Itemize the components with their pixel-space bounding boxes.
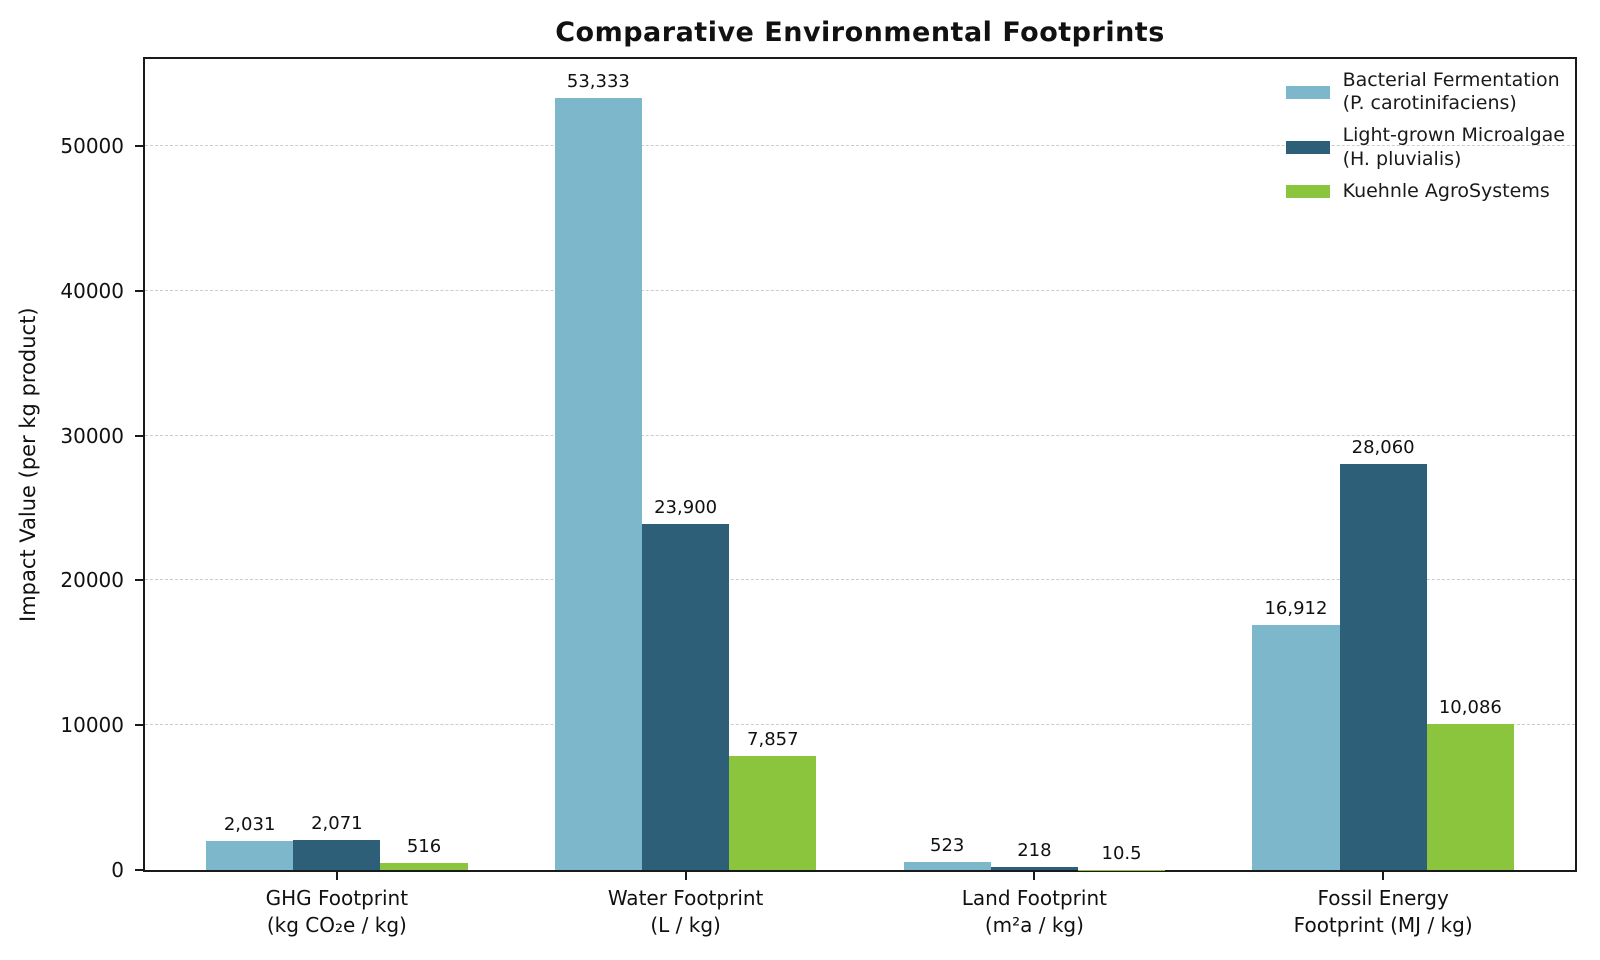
bar-value-label: 16,912: [1264, 598, 1328, 620]
x-tick-label-line: (L / kg): [650, 913, 721, 937]
y-tick-label: 20000: [60, 568, 124, 593]
legend: Bacterial Fermentation (P. carotinifacie…: [1285, 69, 1565, 203]
x-tick-label-line: Footprint (MJ / kg): [1293, 913, 1473, 937]
x-tick-label-line: Land Footprint: [961, 886, 1107, 910]
bar-value-label: 23,900: [654, 496, 718, 518]
y-tick-mark: [135, 869, 143, 871]
bar-value-label: 523: [930, 835, 965, 857]
bar-value-label: 28,060: [1351, 436, 1415, 458]
gridline: [145, 724, 1575, 726]
y-tick-label: 0: [111, 858, 124, 882]
bar-value-label: 516: [406, 835, 442, 857]
y-tick-label: 30000: [60, 423, 124, 448]
bar-value-label: 218: [1017, 839, 1052, 861]
x-tick-label-line: (m²a / kg): [984, 913, 1084, 937]
bar: [1339, 463, 1427, 870]
bar: [293, 840, 381, 870]
gridline: [145, 289, 1575, 291]
x-tick-mark: [1033, 872, 1036, 880]
gridline: [145, 434, 1575, 436]
legend-label: Light-grown Microalgae (H. pluvialis): [1342, 124, 1565, 170]
x-tick-label-line: GHG Footprint: [265, 886, 409, 910]
x-tick-label-line: (kg CO₂e / kg): [266, 913, 407, 937]
bar-value-label: 10,086: [1438, 696, 1502, 718]
legend-item: Bacterial Fermentation (P. carotinifacie…: [1285, 69, 1560, 115]
legend-label: Kuehnle AgroSystems: [1342, 179, 1550, 202]
bar: [554, 97, 642, 870]
x-tick-mark: [684, 872, 687, 880]
y-tick-mark: [135, 579, 143, 582]
bar-value-label: 2,071: [311, 813, 363, 835]
bar: [206, 840, 294, 870]
y-tick-mark: [135, 144, 143, 147]
bar: [729, 756, 817, 870]
bar: [1426, 723, 1514, 870]
y-tick-label: 40000: [60, 278, 124, 303]
plot-area: 2,031 53,333 523 16,912 2,071 23,900 218 28,060…: [143, 57, 1577, 872]
x-tick-label-line: Fossil Energy: [1317, 886, 1449, 910]
y-tick-label: 50000: [60, 133, 124, 158]
x-tick-label: Fossil Energy Footprint (MJ / kg): [1203, 885, 1563, 939]
x-tick-label-line: Water Footprint: [607, 886, 764, 910]
y-tick-mark: [135, 724, 143, 727]
x-tick-label: Water Footprint (L / kg): [506, 885, 866, 939]
bar: [642, 523, 730, 870]
legend-item: Kuehnle AgroSystems: [1285, 179, 1550, 203]
bar-value-label: 2,031: [223, 813, 276, 835]
x-tick-mark: [1382, 872, 1385, 880]
bar: [990, 866, 1078, 870]
bar-value-label: 53,333: [566, 70, 630, 92]
x-axis: GHG Footprint (kg CO₂e / kg) Water Footpri…: [145, 872, 1575, 952]
bar: [903, 862, 991, 870]
y-tick-label: 10000: [60, 713, 124, 738]
bar: [1252, 625, 1340, 870]
x-tick-label: Land Footprint (m²a / kg): [854, 885, 1214, 939]
legend-item: Light-grown Microalgae (H. pluvialis): [1285, 124, 1565, 170]
legend-swatch: [1285, 184, 1330, 198]
gridline: [145, 579, 1575, 581]
chart-title: Comparative Environmental Footprints: [555, 17, 1165, 48]
bar: [380, 862, 468, 870]
bar-value-label: 7,857: [747, 729, 799, 751]
y-tick-mark: [135, 289, 143, 292]
legend-label: Bacterial Fermentation (P. carotinifacie…: [1342, 69, 1560, 115]
legend-swatch: [1285, 141, 1330, 155]
x-tick-label: GHG Footprint (kg CO₂e / kg): [157, 885, 517, 939]
y-axis: 0 10000 20000 30000 40000 50000: [0, 59, 143, 882]
y-tick-mark: [135, 434, 143, 437]
legend-swatch: [1285, 85, 1330, 99]
x-tick-mark: [335, 872, 338, 880]
bar-value-label: 10.5: [1101, 842, 1142, 864]
gridline: [145, 144, 1575, 146]
